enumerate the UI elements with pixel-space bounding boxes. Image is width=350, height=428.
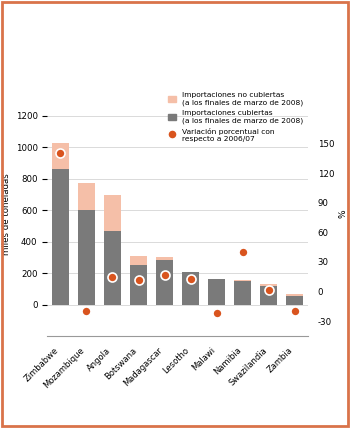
Text: África austral - Necesidades totales de: África austral - Necesidades totales de <box>10 24 218 34</box>
Bar <box>287 294 303 296</box>
Bar <box>156 260 173 304</box>
Y-axis label: %: % <box>338 210 348 218</box>
Bar <box>130 265 147 304</box>
Text: Figura 6.: Figura 6. <box>10 3 64 13</box>
Text: importaciones de cereales en 2007/08 y variación: importaciones de cereales en 2007/08 y v… <box>10 45 276 55</box>
Bar <box>260 285 277 304</box>
Y-axis label: miles de toneladas: miles de toneladas <box>2 173 11 255</box>
Bar <box>156 257 173 260</box>
Bar <box>104 231 121 304</box>
Bar <box>78 183 95 210</box>
Text: porcentual con respecto a 2006/07: porcentual con respecto a 2006/07 <box>10 66 196 76</box>
Bar <box>208 279 225 304</box>
Bar <box>52 169 69 304</box>
Bar <box>78 210 95 304</box>
Bar <box>130 256 147 265</box>
Bar <box>104 195 121 231</box>
Bar <box>182 272 199 304</box>
Bar <box>52 143 69 169</box>
Legend: Importaciones no cubiertas
(a los finales de marzo de 2008), Importaciones cubie: Importaciones no cubiertas (a los finale… <box>167 91 304 143</box>
Bar <box>234 280 251 281</box>
Bar <box>260 284 277 285</box>
Bar <box>234 281 251 304</box>
Bar <box>287 296 303 304</box>
